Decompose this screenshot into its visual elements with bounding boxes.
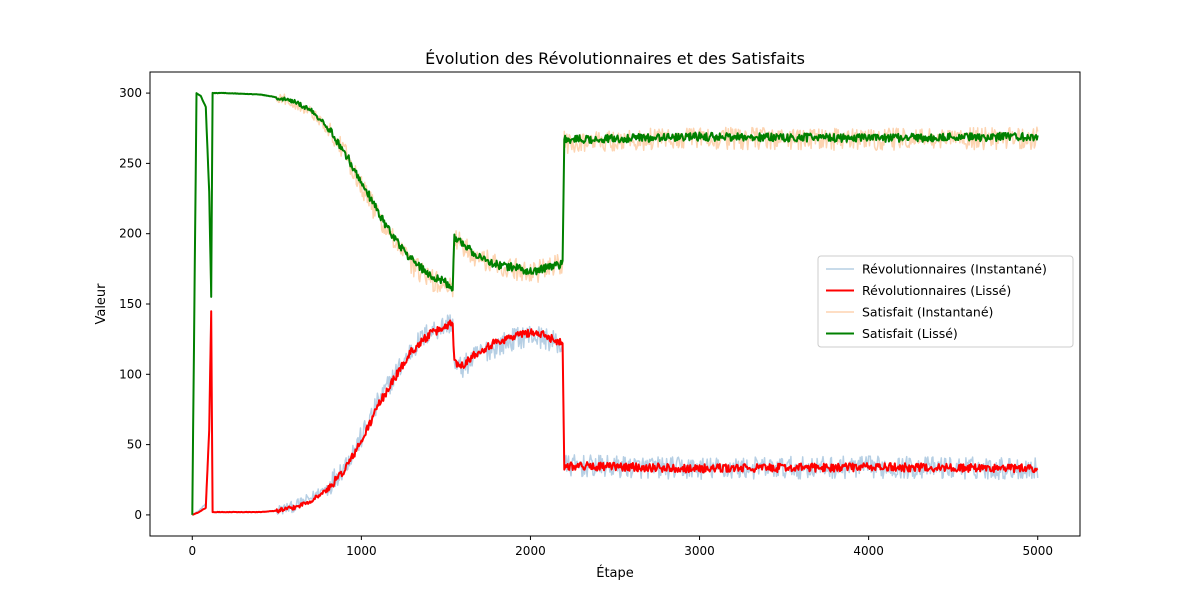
y-tick-label: 0 <box>134 508 142 522</box>
x-tick-label: 3000 <box>684 544 715 558</box>
x-axis: 0 1000 2000 3000 4000 5000 <box>188 536 1053 558</box>
legend: Révolutionnaires (Instantané) Révolutionn… <box>817 255 1074 348</box>
x-tick-label: 2000 <box>515 544 546 558</box>
y-tick-label: 250 <box>119 156 142 170</box>
chart-title: Évolution des Révolutionnaires et des Sa… <box>425 49 805 68</box>
y-tick-label: 150 <box>119 297 142 311</box>
y-tick-label: 200 <box>119 227 142 241</box>
series-layer <box>191 91 1039 516</box>
legend-label-4: Satisfait (Lissé) <box>862 326 958 341</box>
y-tick-label: 100 <box>119 367 142 381</box>
y-axis-label: Valeur <box>94 283 109 325</box>
legend-label-1: Révolutionnaires (Instantané) <box>862 262 1047 277</box>
series-line-2 <box>191 310 1039 516</box>
x-axis-label: Étape <box>596 565 634 581</box>
y-tick-label: 50 <box>127 438 142 452</box>
y-tick-label: 300 <box>119 86 142 100</box>
y-axis: 0 50 100 150 200 250 300 <box>119 86 150 522</box>
x-tick-label: 0 <box>188 544 196 558</box>
series-line-3 <box>191 91 1039 515</box>
x-tick-label: 4000 <box>853 544 884 558</box>
legend-label-3: Satisfait (Instantané) <box>862 305 993 320</box>
x-tick-label: 1000 <box>346 544 377 558</box>
series-line-4 <box>191 91 1039 515</box>
x-tick-label: 5000 <box>1022 544 1053 558</box>
legend-box <box>817 255 1074 348</box>
legend-label-2: Révolutionnaires (Lissé) <box>862 283 1011 298</box>
